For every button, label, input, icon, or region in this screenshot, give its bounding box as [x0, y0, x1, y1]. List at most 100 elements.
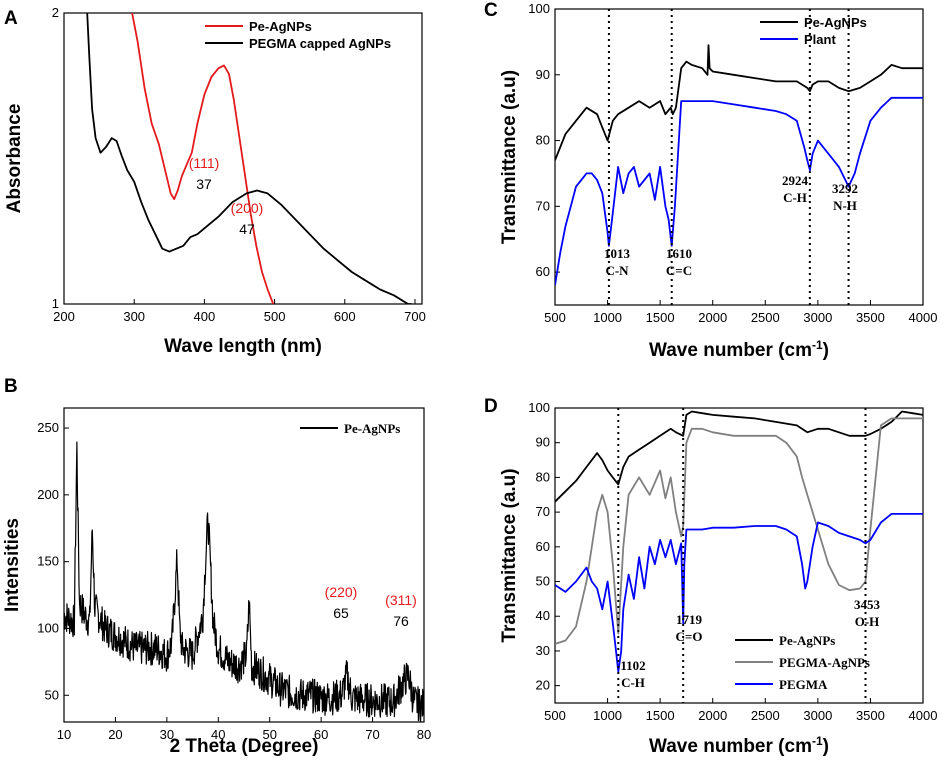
- x-tick-label: 2500: [751, 310, 780, 325]
- x-tick-label: 2000: [698, 708, 727, 723]
- y-tick-label: 70: [536, 504, 550, 519]
- x-tick-label: 30: [160, 727, 174, 742]
- legend-label: PEGMA capped AgNPs: [249, 36, 391, 51]
- x-axis-title-text: Wave length (nm): [164, 336, 322, 357]
- y-tick-label: 80: [536, 469, 550, 484]
- peak-angle-label: 37: [196, 176, 212, 192]
- y-tick-label: 30: [536, 643, 550, 658]
- series-line-pe-agnps: [131, 13, 275, 304]
- series-line-pegma-agnps: [555, 417, 923, 645]
- annotation-wavenumber: 3453: [854, 597, 881, 612]
- x-tick-label: 10: [57, 727, 71, 742]
- x-axis-title-end: ): [823, 340, 829, 361]
- y-axis-title: Transmittance (a.u): [499, 70, 520, 244]
- annotation-wavenumber: 1719: [676, 612, 703, 627]
- plot-frame: [63, 12, 423, 305]
- y-tick-label: 90: [536, 435, 550, 450]
- x-axis-title: Wave number (cm-1): [649, 338, 829, 361]
- panel-label-b: B: [4, 376, 18, 397]
- panel-d: D 500 1000 1500 2000 2500 3000 3500 4000 20 30 40 50…: [484, 396, 937, 757]
- y-tick-label: 100: [528, 1, 550, 16]
- y-axis-title: Intensities: [2, 518, 23, 612]
- panel-label-d: D: [484, 396, 498, 417]
- series-line-plant: [555, 96, 923, 286]
- x-tick-label: 1000: [593, 708, 622, 723]
- legend-label: Plant: [804, 32, 836, 47]
- x-axis-title-end: ): [823, 736, 829, 757]
- x-axis-title-text: Wave number (cm: [649, 340, 812, 361]
- y-tick-label: 2: [52, 5, 59, 20]
- y-tick-label: 80: [536, 133, 550, 148]
- x-axis-title-sup: -1: [812, 338, 823, 352]
- y-tick-label: 90: [536, 67, 550, 82]
- plot-frame: [554, 407, 924, 704]
- x-tick-label: 4000: [909, 310, 938, 325]
- y-tick-label: 70: [536, 198, 550, 213]
- x-tick-label: 4000: [909, 708, 938, 723]
- legend-label: Pe-AgNPs: [779, 633, 835, 648]
- x-axis-title: 2 Theta (Degree): [170, 736, 319, 757]
- legend-label: Pe-AgNPs: [344, 421, 400, 436]
- x-tick-label: 1000: [593, 310, 622, 325]
- x-tick-label: 500: [544, 708, 566, 723]
- annotation-wavenumber: 1013: [604, 246, 631, 261]
- annotation-wavenumber: 2924: [782, 173, 809, 188]
- plot-area: [64, 441, 424, 722]
- x-tick-label: 2500: [751, 708, 780, 723]
- annotation-wavenumber: 3292: [832, 181, 858, 196]
- x-axis-title-text: 2 Theta (Degree): [170, 736, 319, 757]
- annotation-bond: N-H: [833, 198, 857, 213]
- x-axis-title-text: Wave number (cm: [649, 736, 812, 757]
- x-tick-label: 3500: [856, 310, 885, 325]
- series-line-pegma-capped-agnps: [86, 13, 412, 304]
- x-tick-label: 3500: [856, 708, 885, 723]
- x-tick-label: 2000: [698, 310, 727, 325]
- y-tick-label: 1: [52, 296, 59, 311]
- y-tick-label: 150: [37, 554, 59, 569]
- x-axis-title: Wave number (cm-1): [649, 734, 829, 757]
- x-tick-label: 60: [314, 727, 328, 742]
- plot-area: [86, 13, 412, 304]
- x-tick-label: 300: [123, 309, 145, 324]
- plot-area: [555, 410, 923, 673]
- y-tick-label: 100: [528, 400, 550, 415]
- x-tick-label: 1500: [646, 310, 675, 325]
- legend-label: PEGMA: [779, 677, 828, 692]
- annotation-bond: C-H: [783, 190, 807, 205]
- plot-frame: [554, 8, 924, 306]
- x-tick-label: 40: [211, 727, 225, 742]
- y-tick-label: 60: [536, 264, 550, 279]
- x-tick-label: 400: [194, 309, 216, 324]
- annotation-bond: C-H: [621, 675, 645, 690]
- series-line-pe-agnps: [555, 44, 923, 161]
- x-axis-title: Wave length (nm): [164, 336, 322, 357]
- panel-c: C 500 1000 1500 2000 2500 3000 3500 4000 60 70 80 90…: [484, 0, 937, 361]
- series-line-pe-agnps: [555, 410, 923, 503]
- plot-area: [555, 44, 923, 286]
- x-tick-label: 200: [53, 309, 75, 324]
- peak-hkl-label: (311): [385, 592, 417, 608]
- legend-label: PEGMA-AgNPs: [779, 655, 870, 670]
- x-tick-label: 500: [264, 309, 286, 324]
- legend-label: Pe-AgNPs: [804, 15, 867, 30]
- y-tick-label: 200: [37, 487, 59, 502]
- x-tick-label: 700: [404, 309, 426, 324]
- x-tick-label: 1500: [646, 708, 675, 723]
- y-axis-title: Transmittance (a.u): [499, 468, 520, 642]
- annotation-wavenumber: 1610: [666, 246, 692, 261]
- series-line-pegma: [555, 513, 923, 673]
- y-tick-label: 50: [536, 574, 550, 589]
- x-axis-title-sup: -1: [812, 734, 823, 748]
- y-tick-label: 100: [37, 620, 59, 635]
- peak-angle-label: 47: [239, 221, 255, 237]
- x-tick-label: 50: [262, 727, 276, 742]
- panel-label-c: C: [484, 0, 498, 21]
- plot-frame: [63, 407, 425, 723]
- y-tick-label: 40: [536, 608, 550, 623]
- panel-b: B 10 20 30 40 50 60 70 80 50 100 150 200 250 2 Theta (…: [2, 155, 431, 757]
- y-tick-label: 60: [536, 539, 550, 554]
- x-tick-label: 500: [544, 310, 566, 325]
- panel-a: A 200 300 400 500 600 700 1 2 Wave length (nm) Abs…: [4, 5, 426, 357]
- peak-angle-label: 65: [333, 605, 349, 621]
